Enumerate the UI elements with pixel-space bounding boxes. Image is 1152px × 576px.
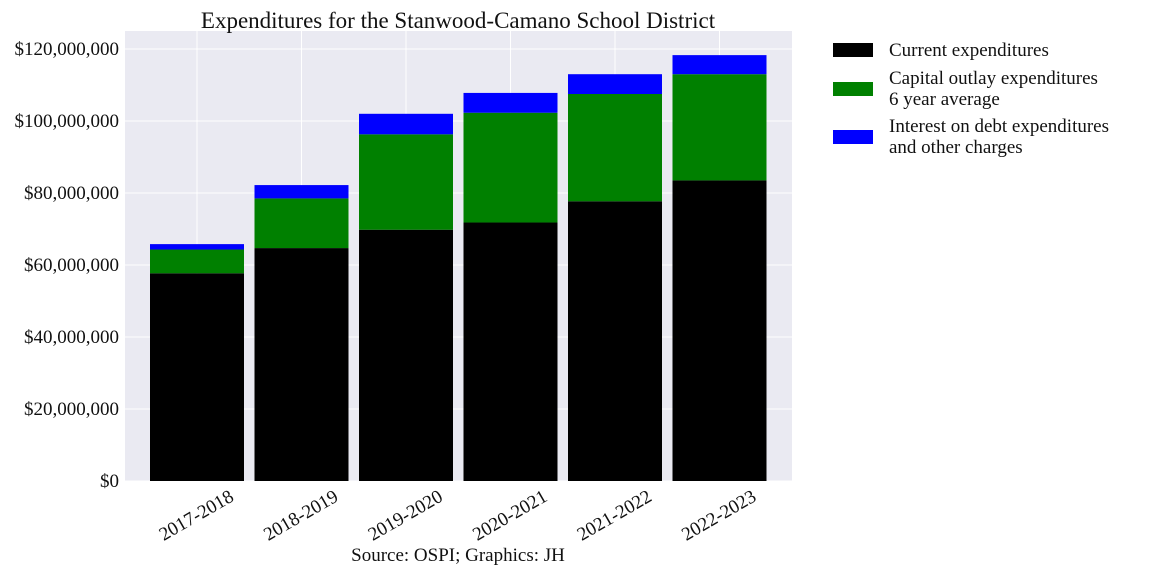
legend: Current expenditures Capital outlay expen…: [833, 40, 1109, 158]
bar-2019-2020-series-0: [359, 229, 453, 481]
legend-swatch: [833, 130, 873, 144]
legend-label: Interest on debt expenditures: [889, 116, 1109, 137]
y-tick-label: $60,000,000: [24, 255, 119, 276]
bar-2021-2022-series-0: [568, 201, 662, 481]
x-tick-label: 2017-2018: [156, 486, 238, 545]
chart-title: Expenditures for the Stanwood-Camano Sch…: [201, 8, 716, 33]
legend-swatch: [833, 82, 873, 96]
bar-2017-2018-series-0: [150, 273, 244, 481]
y-tick-label: $120,000,000: [15, 39, 120, 60]
bar-2021-2022-series-1: [568, 94, 662, 202]
x-tick-label: 2022-2023: [678, 486, 760, 545]
bar-2022-2023-series-1: [672, 74, 767, 181]
x-tick-label: 2021-2022: [574, 486, 656, 545]
y-tick-label: $100,000,000: [15, 111, 120, 132]
legend-label: 6 year average: [889, 89, 1000, 110]
y-tick-label: $80,000,000: [24, 183, 119, 204]
bar-2018-2019-series-2: [254, 185, 349, 199]
bar-2017-2018-series-1: [150, 249, 244, 274]
bars: [150, 55, 767, 481]
bar-2019-2020-series-1: [359, 134, 453, 230]
x-tick-label: 2020-2021: [469, 486, 551, 545]
bar-2020-2021-series-2: [463, 92, 558, 113]
y-tick-label: $20,000,000: [24, 399, 119, 420]
legend-label: Capital outlay expenditures: [889, 68, 1098, 89]
bar-2018-2019-series-0: [254, 248, 349, 481]
y-tick-label: $40,000,000: [24, 327, 119, 348]
y-tick-label: $0: [100, 471, 119, 492]
legend-label: and other charges: [889, 137, 1023, 158]
legend-swatch: [833, 43, 873, 57]
legend-label: Current expenditures: [889, 40, 1049, 61]
bar-2022-2023-series-2: [672, 55, 767, 75]
bar-2017-2018-series-2: [150, 244, 244, 250]
bar-2019-2020-series-2: [359, 113, 453, 135]
bar-2020-2021-series-0: [463, 222, 558, 481]
bar-2022-2023-series-0: [672, 180, 767, 481]
chart-caption: Source: OSPI; Graphics: JH: [351, 545, 565, 566]
y-axis-ticks: $0 $20,000,000 $40,000,000 $60,000,000 $80,0…: [15, 39, 120, 492]
bar-2018-2019-series-1: [254, 198, 349, 249]
x-tick-label: 2019-2020: [365, 486, 447, 545]
x-tick-label: 2018-2019: [260, 486, 342, 545]
x-axis-ticks: 2017-2018 2018-2019 2019-2020 2020-2021 2021…: [156, 486, 760, 545]
bar-2020-2021-series-1: [463, 112, 558, 223]
bar-2021-2022-series-2: [568, 74, 662, 94]
